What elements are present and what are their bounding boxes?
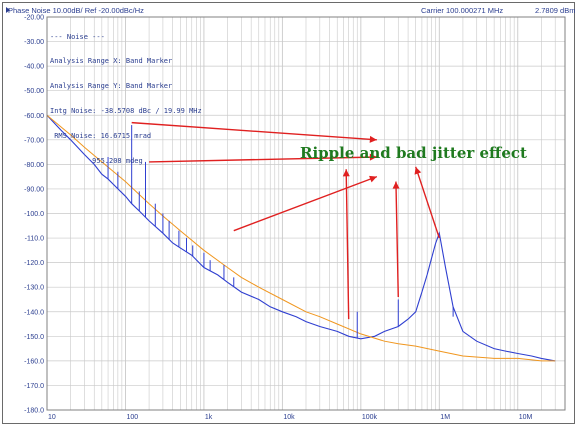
noise-line: Analysis Range X: Band Marker <box>50 57 173 66</box>
y-tick-label: -170.0 <box>24 383 44 390</box>
y-tick-label: -80.00 <box>24 162 44 169</box>
y-tick-label: -20.00 <box>24 15 44 22</box>
orange-reference-trace <box>46 114 556 362</box>
annotation-label: Ripple and bad jitter effect <box>300 144 527 162</box>
annotation-arrow <box>345 169 350 320</box>
header-marker-icon <box>6 7 10 13</box>
noise-line: 955.208 mdeg <box>50 157 143 166</box>
y-tick-label: -70.00 <box>24 137 44 144</box>
y-tick-label: -40.00 <box>24 64 44 71</box>
noise-line: Analysis Range Y: Band Marker <box>50 82 173 91</box>
y-tick-label: -90.00 <box>24 186 44 193</box>
arrow-head <box>414 166 422 175</box>
y-tick-label: -110.0 <box>25 236 44 243</box>
x-tick-labels: 10 100 1k 10k 100k 1M 10M <box>48 414 533 421</box>
x-tick-label: 10k <box>283 414 295 421</box>
x-tick-label: 10 <box>48 414 56 421</box>
annotation-arrow <box>233 176 378 232</box>
chart-header-scale: Phase Noise 10.00dB/ Ref -20.00dBc/Hz <box>8 6 144 15</box>
arrow-head <box>392 181 400 189</box>
noise-analysis-panel: --- Noise --- Analysis Range X: Band Mar… <box>50 16 202 174</box>
x-tick-label: 1k <box>205 414 213 421</box>
annotation-arrow <box>149 156 377 163</box>
y-tick-label: -100.0 <box>24 211 44 218</box>
y-tick-label: -160.0 <box>24 358 44 365</box>
annotation-arrow <box>395 181 399 298</box>
x-tick-label: 10M <box>519 414 533 421</box>
y-tick-labels: -20.00 -30.00 -40.00 -50.00 -60.00 -70.00 -80.… <box>24 15 44 415</box>
y-tick-label: -60.00 <box>24 113 44 120</box>
noise-line: RMS Noise: 16.6715 mrad <box>50 132 152 141</box>
x-tick-label: 1M <box>440 414 450 421</box>
series-lines <box>46 114 556 362</box>
arrow-head <box>369 153 377 161</box>
noise-panel-title: --- Noise --- <box>50 32 105 41</box>
carrier-frequency: Carrier 100.000271 MHz <box>421 6 504 15</box>
y-tick-label: -150.0 <box>24 334 44 341</box>
blue-noise-trace <box>46 114 556 362</box>
annotation-arrow <box>415 166 440 239</box>
arrow-head <box>369 175 377 183</box>
carrier-power: 2.7809 dBm <box>535 6 576 15</box>
y-tick-label: -30.00 <box>24 39 44 46</box>
x-tick-label: 100 <box>126 414 138 421</box>
noise-line: Intg Noise: -38.5708 dBc / 19.99 MHz <box>50 107 202 116</box>
y-tick-label: -180.0 <box>24 408 44 415</box>
plot-border <box>46 16 566 411</box>
y-tick-label: -50.00 <box>24 88 44 95</box>
annotation-arrows <box>131 121 440 320</box>
arrow-head <box>342 169 350 177</box>
y-tick-label: -130.0 <box>24 285 44 292</box>
arrow-head <box>369 135 377 143</box>
annotation-arrow <box>131 121 377 141</box>
x-tick-label: 100k <box>362 414 378 421</box>
y-tick-label: -140.0 <box>24 309 44 316</box>
y-tick-label: -120.0 <box>24 260 44 267</box>
spur-lines <box>107 125 454 339</box>
